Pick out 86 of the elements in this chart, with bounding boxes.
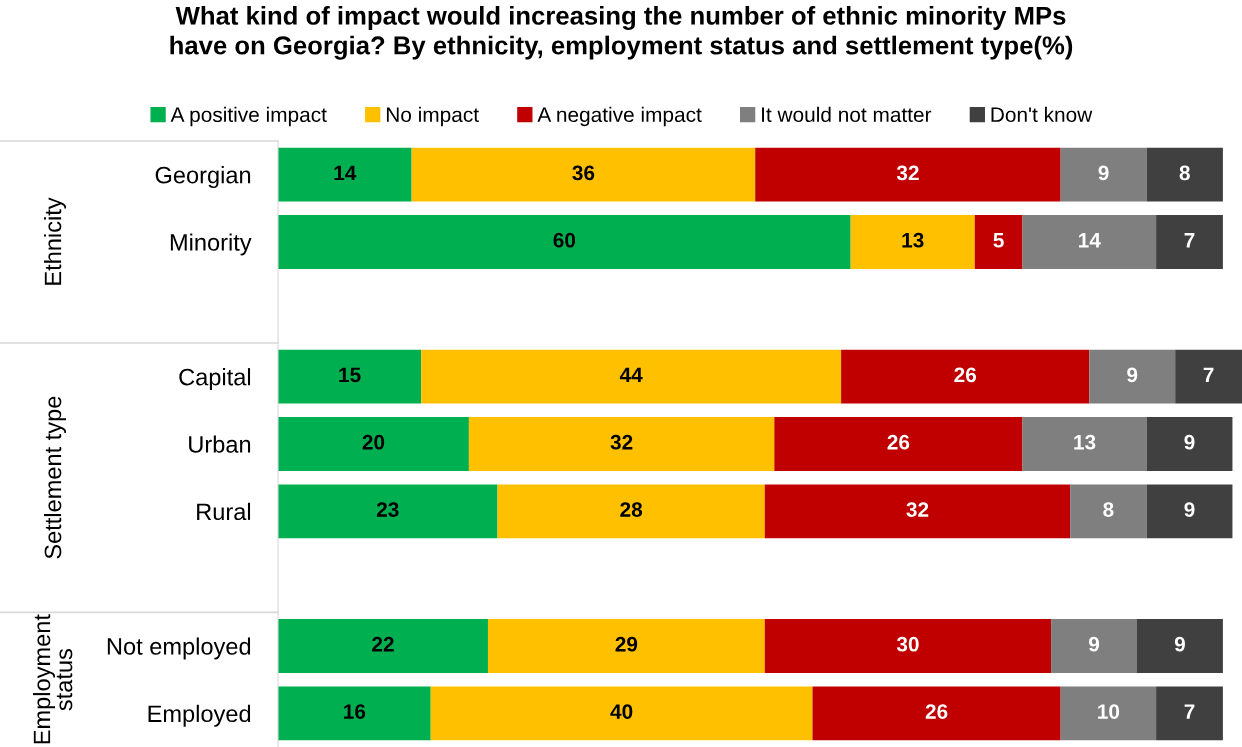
data-label: 14 — [334, 165, 357, 181]
bar — [411, 147, 756, 202]
y-tick-label: Urban — [189, 435, 251, 453]
legend-label: A positive impact — [170, 106, 327, 127]
bar — [1089, 349, 1176, 404]
bar — [1070, 484, 1147, 539]
bar — [812, 686, 1061, 741]
data-label: 13 — [1074, 434, 1096, 450]
data-label: 26 — [954, 367, 977, 383]
bar — [278, 349, 422, 404]
data-label: 16 — [344, 704, 366, 719]
y-tick-label: Rural — [197, 502, 251, 521]
data-label: 9 — [1174, 636, 1185, 652]
text: Settlement type — [44, 396, 67, 559]
data-label: 26 — [887, 434, 910, 450]
data-label: 7 — [1184, 704, 1195, 719]
data-label: 28 — [620, 502, 643, 517]
y-tick-label: Not employed — [107, 637, 251, 660]
text: Ethnicity — [44, 197, 67, 285]
data-label: 10 — [1098, 704, 1120, 719]
bar — [278, 619, 488, 673]
bar — [1022, 215, 1157, 269]
data-label: 15 — [339, 367, 361, 383]
bar — [1060, 147, 1147, 202]
bar — [278, 484, 498, 539]
bar — [487, 619, 765, 673]
y-tick-label: Georgian — [155, 166, 251, 189]
data-label: 23 — [376, 502, 399, 517]
data-label: 9 — [1088, 636, 1100, 652]
data-label: 32 — [906, 502, 929, 517]
data-label: 36 — [572, 165, 595, 181]
data-label: 9 — [1184, 434, 1195, 450]
data-label: 7 — [1203, 367, 1214, 383]
bar — [278, 417, 469, 471]
data-label: 5 — [993, 233, 1004, 248]
data-label: 8 — [1103, 502, 1114, 517]
bar — [1051, 619, 1138, 673]
bar — [774, 417, 1023, 471]
bar — [1146, 484, 1233, 539]
y-tick-label: Minority — [170, 233, 252, 256]
bar — [278, 686, 431, 741]
data-label: 44 — [619, 367, 643, 383]
bar — [1137, 619, 1223, 673]
bar — [841, 349, 1090, 404]
data-label: 20 — [362, 434, 385, 450]
legend-label: No impact — [386, 106, 479, 127]
bar — [850, 215, 975, 269]
data-label: 32 — [896, 165, 919, 181]
bar — [1146, 147, 1223, 202]
bar — [468, 417, 775, 471]
data-label: 30 — [896, 636, 919, 652]
data-label: 29 — [615, 636, 638, 652]
bar — [1146, 417, 1233, 471]
bar — [278, 215, 851, 269]
data-label: 9 — [1127, 367, 1138, 383]
bar — [755, 147, 1061, 202]
data-label: 9 — [1184, 502, 1195, 517]
bar — [421, 349, 842, 404]
y-tick-label: Capital — [179, 368, 251, 391]
bar — [764, 619, 1052, 673]
bar — [497, 484, 765, 539]
bar — [1156, 686, 1223, 741]
bar — [430, 686, 813, 741]
legend-label: A negative impact — [537, 106, 702, 127]
chart-title: What kind of impact would increasing the number of ethnic minority MPs have on Georgia? By ethnicity, employment status and settlement type(%) — [170, 6, 1073, 60]
data-label: 22 — [372, 636, 394, 652]
data-label: 13 — [902, 232, 924, 248]
legend-label: Don't know — [991, 106, 1093, 123]
bar — [1022, 417, 1147, 471]
data-label: 40 — [610, 704, 633, 719]
y-tick-label: Employed — [148, 704, 251, 727]
bar — [764, 484, 1071, 539]
data-label: 32 — [610, 434, 633, 450]
data-label: 60 — [553, 232, 576, 248]
bar — [974, 215, 1023, 269]
data-label: 7 — [1184, 233, 1195, 248]
data-label: 9 — [1098, 165, 1109, 181]
bar — [1156, 215, 1223, 269]
bar — [1175, 349, 1242, 404]
data-label: 8 — [1179, 165, 1190, 181]
data-label: 26 — [925, 704, 948, 719]
legend-label: It would not matter — [762, 106, 932, 123]
bar — [1060, 686, 1157, 741]
bar — [278, 147, 412, 202]
text: Employment status — [32, 614, 73, 744]
data-label: 14 — [1079, 233, 1101, 248]
